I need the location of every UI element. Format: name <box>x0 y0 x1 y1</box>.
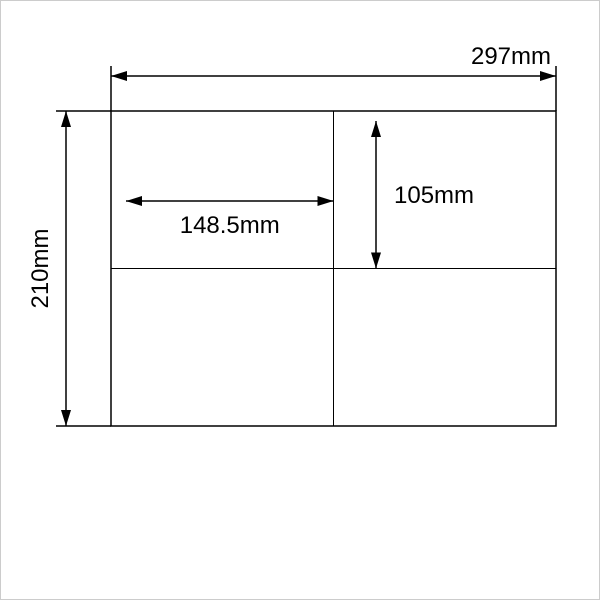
dimension-cell-width: 148.5mm <box>126 196 334 239</box>
label-sheet-diagram: 297mm 210mm 148.5mm 105mm <box>1 1 600 601</box>
dimension-total-height-label: 210mm <box>27 228 54 308</box>
dimension-total-width: 297mm <box>111 43 556 111</box>
dimension-total-height: 210mm <box>27 111 111 426</box>
dimension-cell-width-label: 148.5mm <box>180 212 280 239</box>
dimension-cell-height-label: 105mm <box>394 182 474 209</box>
dimension-total-width-label: 297mm <box>471 43 551 70</box>
dimension-cell-height: 105mm <box>371 121 474 269</box>
